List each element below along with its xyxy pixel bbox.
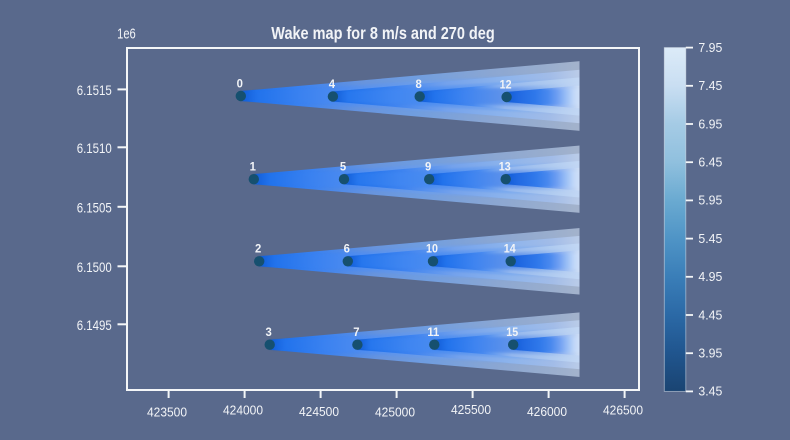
svg-text:7.45: 7.45 (698, 78, 722, 93)
svg-text:13: 13 (499, 160, 511, 174)
svg-text:426500: 426500 (603, 402, 643, 417)
svg-text:6.45: 6.45 (698, 155, 722, 170)
svg-text:6.1500: 6.1500 (77, 260, 112, 275)
svg-text:4.45: 4.45 (698, 307, 722, 322)
svg-text:14: 14 (504, 242, 516, 256)
svg-text:3: 3 (266, 325, 273, 339)
svg-text:15: 15 (506, 325, 518, 339)
svg-text:6: 6 (344, 242, 351, 256)
svg-text:8: 8 (416, 77, 423, 91)
svg-text:2: 2 (255, 242, 262, 256)
svg-text:Wake map for 8 m/s and 270 deg: Wake map for 8 m/s and 270 deg (271, 23, 494, 43)
svg-text:424000: 424000 (223, 403, 263, 418)
svg-text:6.95: 6.95 (698, 116, 722, 131)
svg-text:5.45: 5.45 (698, 231, 722, 246)
svg-text:1e6: 1e6 (117, 25, 136, 42)
svg-text:7: 7 (353, 325, 360, 339)
svg-text:4: 4 (329, 77, 336, 91)
svg-text:6.1505: 6.1505 (77, 201, 112, 216)
svg-text:423500: 423500 (147, 404, 187, 419)
svg-text:1: 1 (250, 160, 257, 174)
svg-text:12: 12 (500, 77, 512, 91)
svg-text:3.95: 3.95 (698, 346, 722, 361)
svg-text:0: 0 (237, 76, 244, 90)
svg-text:4.95: 4.95 (698, 269, 722, 284)
svg-text:426000: 426000 (527, 404, 567, 419)
svg-text:424500: 424500 (299, 404, 339, 419)
svg-text:5.95: 5.95 (698, 193, 722, 208)
svg-text:11: 11 (427, 325, 439, 339)
svg-text:10: 10 (426, 242, 438, 256)
svg-text:6.1510: 6.1510 (77, 141, 112, 156)
svg-text:6.1515: 6.1515 (77, 83, 112, 98)
svg-text:6.1495: 6.1495 (77, 318, 112, 333)
svg-text:5: 5 (340, 160, 347, 174)
svg-text:9: 9 (425, 160, 432, 174)
svg-text:7.95: 7.95 (698, 40, 722, 55)
svg-text:3.45: 3.45 (698, 384, 722, 399)
svg-text:425000: 425000 (375, 404, 415, 419)
svg-text:425500: 425500 (451, 402, 491, 417)
